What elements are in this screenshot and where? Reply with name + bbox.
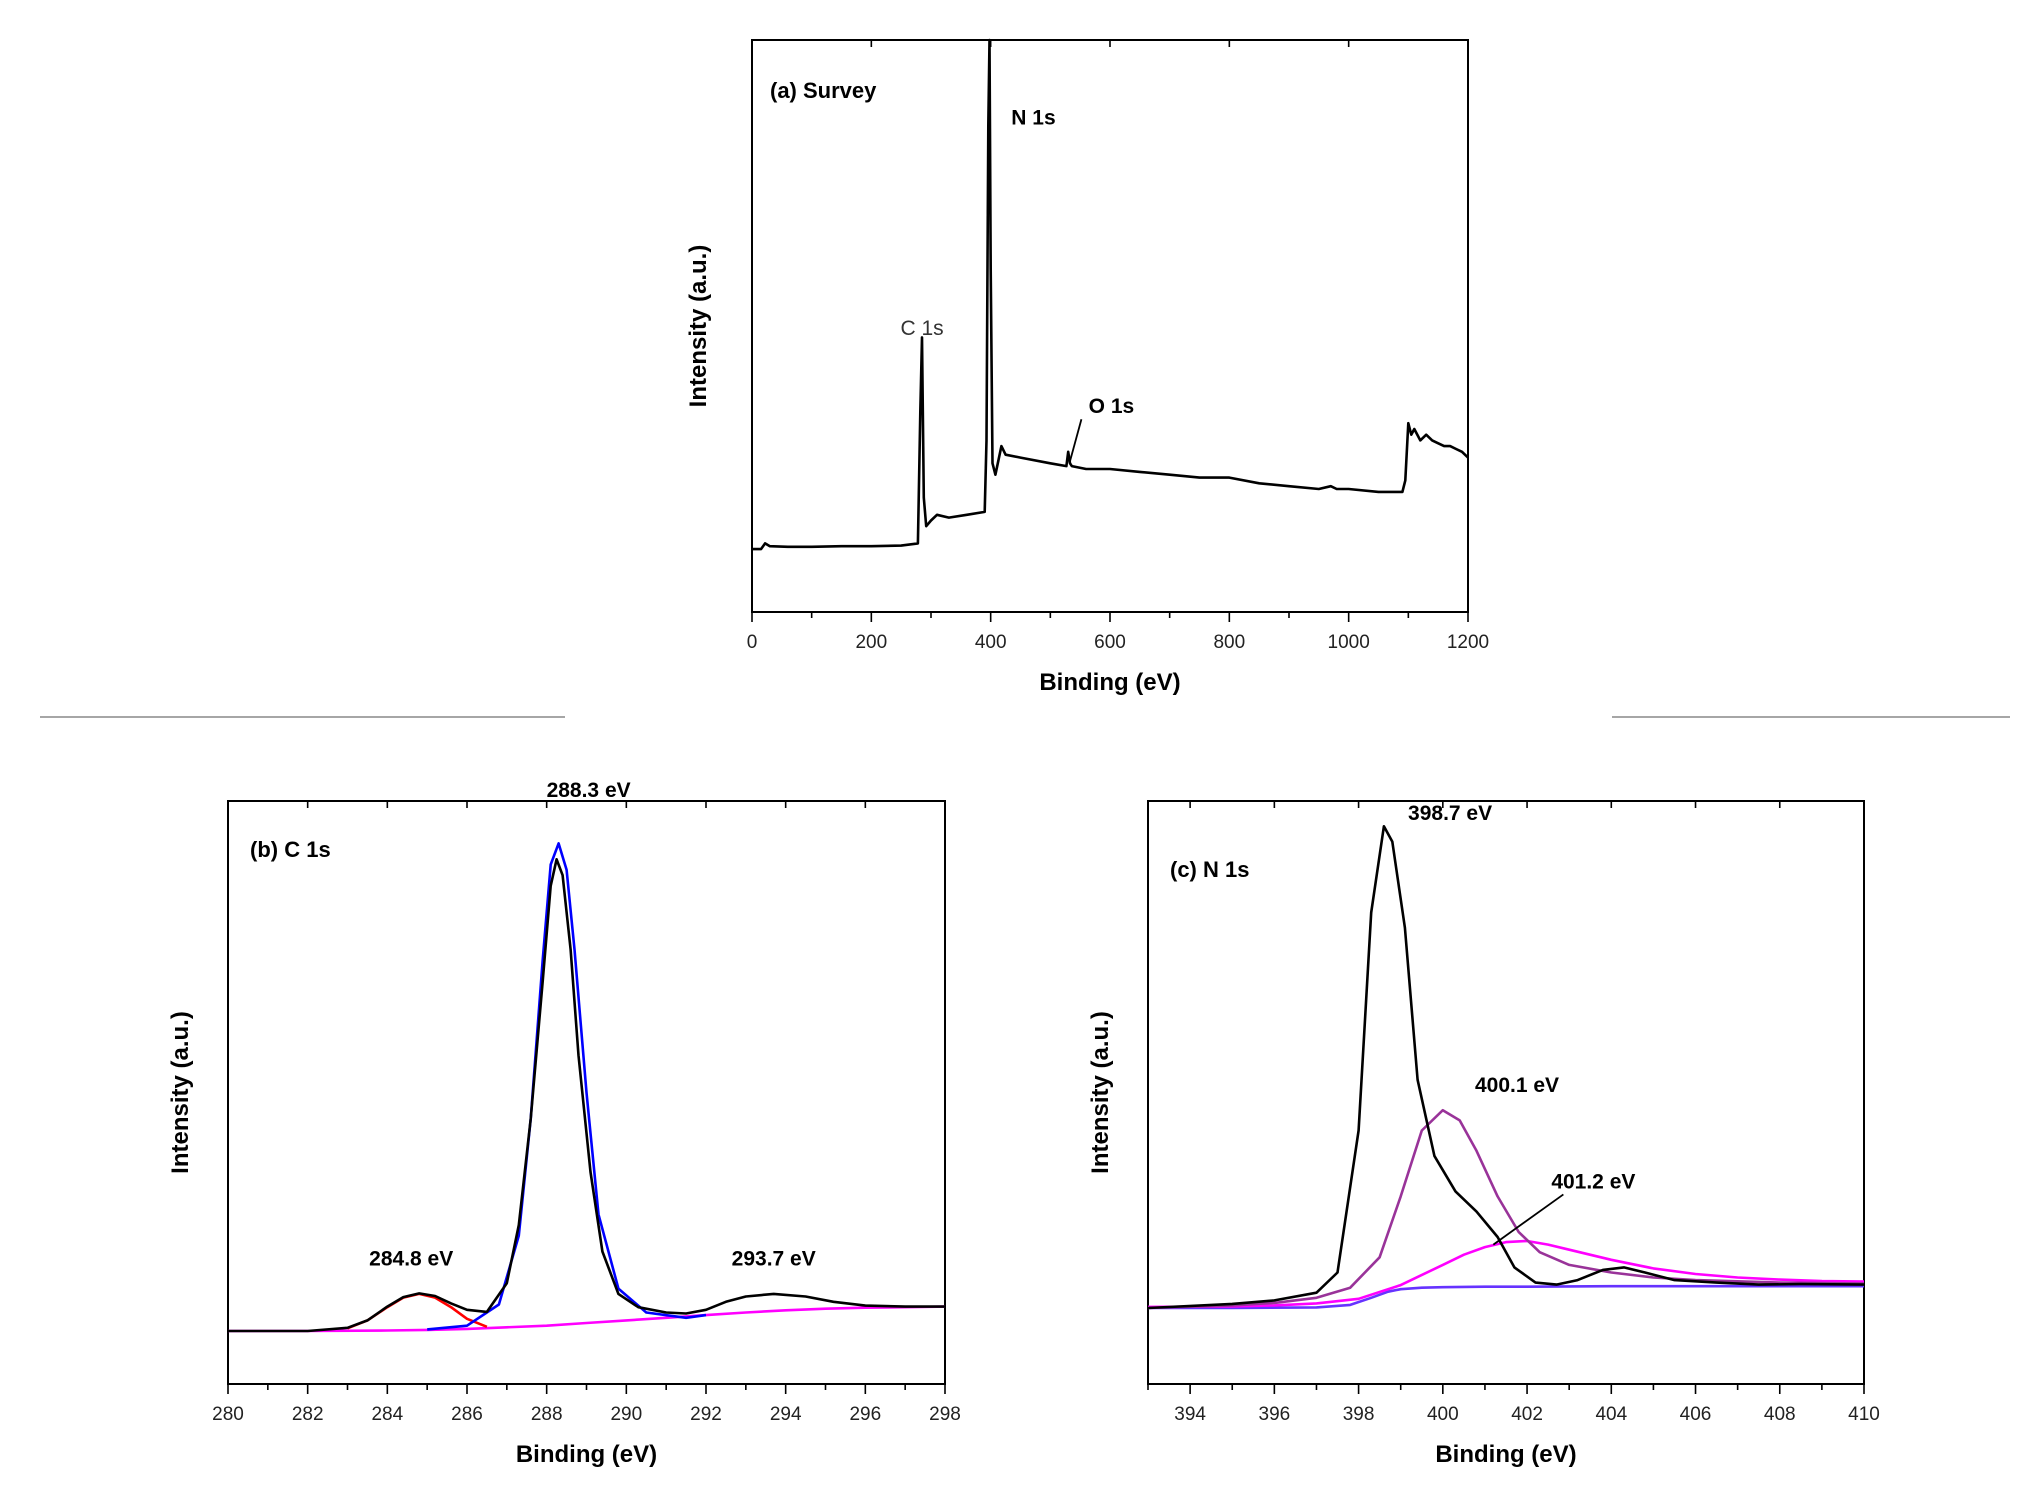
c1s-chart: 280 282 284 286 288 290 292 294 296 298 Binding (e…	[167, 779, 961, 1468]
survey-peak-label: N 1s	[1011, 106, 1055, 129]
c1s-series-background	[228, 1305, 946, 1333]
n1s-x-tick-label: 402	[1511, 1404, 1543, 1425]
survey-x-tick-label: 400	[975, 632, 1007, 653]
n1s-series-background	[1148, 1284, 1864, 1310]
survey-plot-frame	[751, 39, 1469, 613]
c1s-x-tick-label: 282	[292, 1404, 324, 1425]
c1s-x-tick-label: 290	[610, 1404, 642, 1425]
n1s-plot-frame	[1147, 800, 1865, 1385]
c1s-x-tick-label: 298	[929, 1404, 961, 1425]
survey-y-axis-title: Intensity (a.u.)	[685, 245, 712, 408]
n1s-x-tick-label: 410	[1848, 1404, 1880, 1425]
n1s-x-tick-label: 408	[1764, 1404, 1796, 1425]
survey-x-tick-label: 0	[747, 632, 758, 653]
survey-x-tick-label: 200	[855, 632, 887, 653]
c1s-x-tick-label: 280	[212, 1404, 244, 1425]
survey-x-tick-label: 1000	[1328, 632, 1370, 653]
c1s-peak-label: 293.7 eV	[732, 1247, 816, 1270]
n1s-peak-label: 400.1 eV	[1475, 1074, 1559, 1097]
c1s-x-tick-label: 292	[690, 1404, 722, 1425]
n1s-series-401-2-ev-component	[1147, 1239, 1865, 1309]
c1s-series-experimental	[228, 857, 945, 1333]
survey-x-axis-title: Binding (eV)	[1039, 669, 1180, 696]
c1s-x-tick-label: 294	[770, 1404, 802, 1425]
n1s-x-axis-title: Binding (eV)	[1435, 1441, 1576, 1468]
c1s-x-tick-label: 284	[371, 1404, 403, 1425]
survey-peak-label: O 1s	[1089, 395, 1135, 418]
n1s-x-tick-label: 404	[1595, 1404, 1627, 1425]
n1s-series-experimental	[1147, 824, 1865, 1310]
survey-peak-label: C 1s	[900, 317, 943, 340]
n1s-chart: 394 396 398 400 402 404 406 408 410 Binding (eV) I…	[1087, 800, 1880, 1468]
n1s-x-tick-label: 394	[1174, 1404, 1206, 1425]
c1s-series-284-8-ev-component	[347, 1292, 488, 1330]
survey-annotation-pointer	[1068, 419, 1083, 464]
c1s-y-axis-title: Intensity (a.u.)	[167, 1011, 194, 1174]
c1s-x-axis-title: Binding (eV)	[516, 1441, 657, 1468]
n1s-series-400-1-ev-component	[1147, 1108, 1865, 1310]
c1s-x-tick-label: 286	[451, 1404, 483, 1425]
survey-chart: 0 200 400 600 800 1000 1200 Binding (eV) Intensi…	[685, 38, 1489, 696]
n1s-y-axis-title: Intensity (a.u.)	[1087, 1011, 1114, 1174]
n1s-peak-label: 398.7 eV	[1408, 802, 1492, 825]
survey-panel-title: (a) Survey	[770, 78, 877, 103]
n1s-panel-title: (c) N 1s	[1170, 857, 1249, 882]
c1s-x-tick-label: 296	[849, 1404, 881, 1425]
c1s-peak-label: 288.3 eV	[547, 779, 631, 802]
n1s-x-tick-label: 396	[1259, 1404, 1291, 1425]
c1s-panel-title: (b) C 1s	[250, 837, 331, 862]
c1s-peak-label: 284.8 eV	[369, 1247, 453, 1270]
n1s-x-tick-label: 398	[1343, 1404, 1375, 1425]
n1s-peak-label: 401.2 eV	[1551, 1170, 1635, 1193]
n1s-x-tick-label: 406	[1680, 1404, 1712, 1425]
survey-x-tick-label: 600	[1094, 632, 1126, 653]
n1s-x-tick-label: 400	[1427, 1404, 1459, 1425]
survey-x-tick-label: 800	[1213, 632, 1245, 653]
n1s-annotation-pointer	[1492, 1193, 1564, 1246]
c1s-x-tick-label: 288	[531, 1404, 563, 1425]
survey-series-survey	[752, 38, 1469, 551]
survey-x-tick-label: 1200	[1447, 632, 1489, 653]
